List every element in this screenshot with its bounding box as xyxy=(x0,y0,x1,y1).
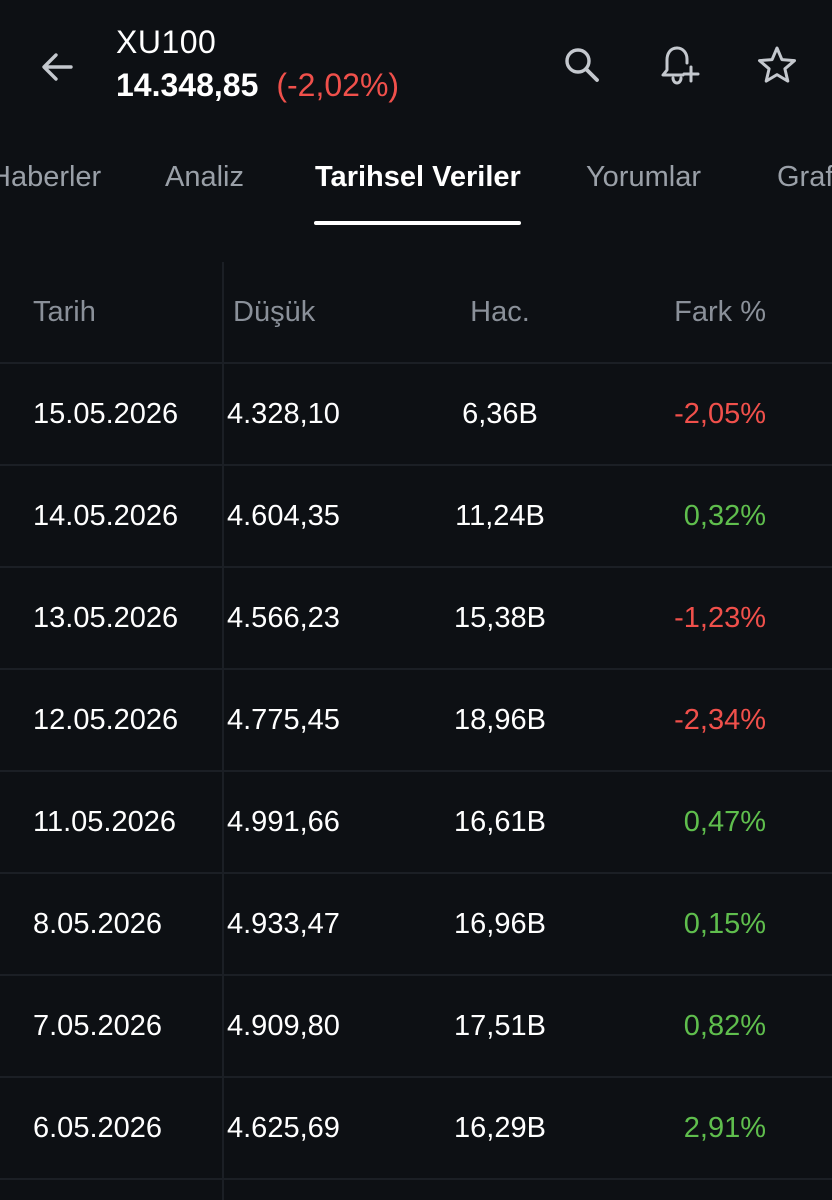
tab-news[interactable]: Haberler xyxy=(0,161,102,193)
cell-date: 11.05.2026 xyxy=(33,806,176,838)
table-row[interactable]: 7.05.2026 4.909,80 17,51B 0,82% xyxy=(0,976,832,1078)
cell-change: 0,15% xyxy=(683,908,766,940)
search-button[interactable] xyxy=(557,40,607,90)
table-row[interactable]: 11.05.2026 4.991,66 16,61B 0,47% xyxy=(0,772,832,874)
star-outline-icon xyxy=(758,46,796,83)
cell-volume: 6,36B xyxy=(462,398,538,430)
frozen-column-divider xyxy=(222,262,224,1200)
cell-low: 4.991,66 xyxy=(227,806,340,838)
price-change-percent: (-2,02%) xyxy=(276,67,400,103)
cell-low: 4.933,47 xyxy=(227,908,340,940)
cell-low: 4.625,69 xyxy=(227,1112,340,1144)
cell-change: -2,34% xyxy=(674,704,766,736)
add-alert-button[interactable] xyxy=(654,40,704,90)
cell-volume: 15,38B xyxy=(454,602,546,634)
cell-volume: 16,61B xyxy=(454,806,546,838)
cell-date: 12.05.2026 xyxy=(33,704,179,736)
instrument-symbol: XU100 xyxy=(116,24,217,60)
cell-date: 7.05.2026 xyxy=(33,1010,163,1042)
column-header-low[interactable]: Düşük xyxy=(233,296,316,328)
cell-date: 8.05.2026 xyxy=(33,908,163,940)
tab-charts[interactable]: Grafikler xyxy=(777,161,832,193)
tab-comments[interactable]: Yorumlar xyxy=(586,161,701,193)
cell-low: 4.909,80 xyxy=(227,1010,340,1042)
back-arrow-icon xyxy=(42,53,73,81)
favorite-button[interactable] xyxy=(752,40,802,90)
cell-low: 4.775,45 xyxy=(227,704,340,736)
search-icon xyxy=(565,48,599,82)
table-row[interactable]: 6.05.2026 4.625,69 16,29B 2,91% xyxy=(0,1078,832,1180)
historical-data-table[interactable]: Tarih Düşük Hac. Fark % 15.05.2026 4.328… xyxy=(0,262,832,1180)
add-alert-bell-icon xyxy=(661,46,700,85)
cell-low: 4.328,10 xyxy=(227,398,340,430)
table-row[interactable]: 8.05.2026 4.933,47 16,96B 0,15% xyxy=(0,874,832,976)
back-button[interactable] xyxy=(32,42,82,92)
cell-volume: 11,24B xyxy=(455,500,545,532)
cell-date: 6.05.2026 xyxy=(33,1112,163,1144)
cell-change: 2,91% xyxy=(683,1112,766,1144)
cell-change: 0,82% xyxy=(683,1010,766,1042)
cell-low: 4.566,23 xyxy=(227,602,340,634)
cell-change: -1,23% xyxy=(674,602,766,634)
table-header: Tarih Düşük Hac. Fark % xyxy=(0,262,832,364)
tab-historical-data[interactable]: Tarihsel Veriler xyxy=(315,161,521,193)
cell-change: -2,05% xyxy=(674,398,766,430)
cell-date: 15.05.2026 xyxy=(33,398,179,430)
active-tab-indicator xyxy=(314,221,521,225)
cell-change: 0,32% xyxy=(683,500,766,532)
tab-analysis[interactable]: Analiz xyxy=(165,161,244,193)
instrument-title: XU100 14.348,85 (-2,02%) xyxy=(116,24,399,104)
cell-volume: 16,96B xyxy=(454,908,546,940)
cell-volume: 16,29B xyxy=(454,1112,546,1144)
cell-volume: 18,96B xyxy=(454,704,546,736)
section-tabs: Haberler Analiz Tarihsel Veriler Yorumla… xyxy=(0,135,832,227)
table-row[interactable]: 15.05.2026 4.328,10 6,36B -2,05% xyxy=(0,364,832,466)
table-row[interactable]: 12.05.2026 4.775,45 18,96B -2,34% xyxy=(0,670,832,772)
cell-date: 13.05.2026 xyxy=(33,602,179,634)
price-line: 14.348,85 (-2,02%) xyxy=(116,66,399,104)
column-header-date[interactable]: Tarih xyxy=(33,296,96,328)
column-header-volume[interactable]: Hac. xyxy=(470,296,530,328)
cell-low: 4.604,35 xyxy=(227,500,340,532)
last-price: 14.348,85 xyxy=(116,67,259,103)
column-header-change[interactable]: Fark % xyxy=(674,296,766,328)
table-row[interactable]: 14.05.2026 4.604,35 11,24B 0,32% xyxy=(0,466,832,568)
table-row[interactable]: 13.05.2026 4.566,23 15,38B -1,23% xyxy=(0,568,832,670)
cell-date: 14.05.2026 xyxy=(33,500,179,532)
app-header: XU100 14.348,85 (-2,02%) xyxy=(0,0,832,135)
cell-volume: 17,51B xyxy=(454,1010,546,1042)
cell-change: 0,47% xyxy=(683,806,766,838)
